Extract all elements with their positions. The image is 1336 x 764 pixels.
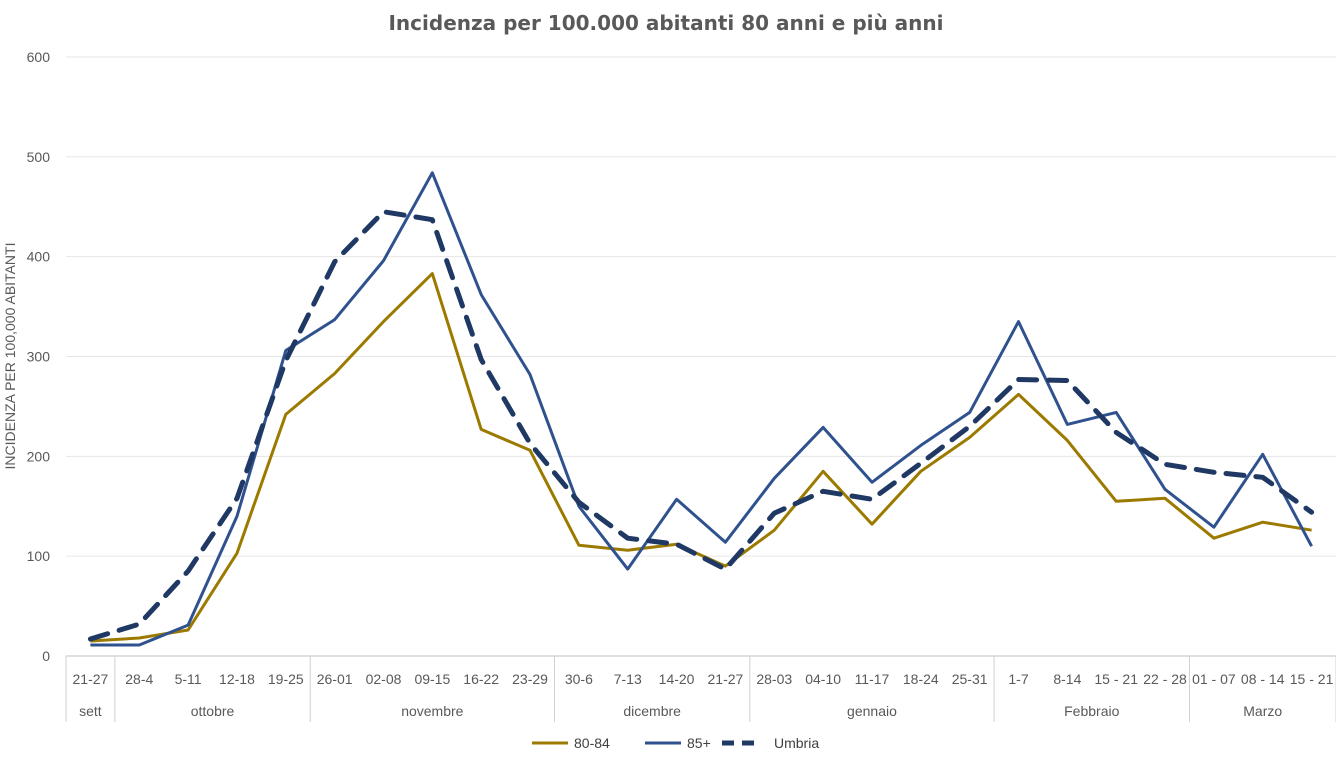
x-tick-label: 25-31 — [952, 671, 988, 687]
legend: 80-84 85+ Umbria — [532, 735, 819, 751]
x-tick-label: 12-18 — [219, 671, 255, 687]
x-tick-label: 21-27 — [73, 671, 109, 687]
x-tick-label: 26-01 — [317, 671, 353, 687]
x-tick-label: 16-22 — [463, 671, 499, 687]
x-tick-label: 8-14 — [1053, 671, 1081, 687]
x-tick-label: 19-25 — [268, 671, 304, 687]
x-tick-label: 5-11 — [175, 671, 202, 687]
y-tick-label: 500 — [27, 149, 51, 165]
x-tick-label: 15 - 21 — [1290, 671, 1334, 687]
x-tick-label: 18-24 — [903, 671, 939, 687]
month-label: sett — [79, 703, 102, 719]
x-tick-label: 22 - 28 — [1143, 671, 1187, 687]
month-label: ottobre — [191, 703, 235, 719]
month-label: Marzo — [1243, 703, 1282, 719]
x-tick-label: 21-27 — [708, 671, 744, 687]
legend-label: 80-84 — [574, 735, 610, 751]
month-label: Febbraio — [1064, 703, 1119, 719]
x-tick-label: 15 - 21 — [1094, 671, 1138, 687]
legend-label: 85+ — [687, 735, 711, 751]
x-tick-label: 23-29 — [512, 671, 548, 687]
x-tick-label: 02-08 — [366, 671, 402, 687]
x-tick-label: 28-03 — [756, 671, 792, 687]
y-tick-label: 600 — [27, 49, 51, 65]
y-tick-label: 400 — [27, 249, 51, 265]
series-line-1 — [90, 171, 1313, 647]
month-label: novembre — [401, 703, 463, 719]
x-tick-label: 08 - 14 — [1241, 671, 1285, 687]
x-tick-label: 7-13 — [614, 671, 642, 687]
x-tick-label: 28-4 — [125, 671, 153, 687]
x-tick-label: 09-15 — [414, 671, 450, 687]
legend-label: Umbria — [774, 735, 819, 751]
series-line-0 — [90, 272, 1312, 643]
month-label: gennaio — [847, 703, 897, 719]
series-line-2 — [87, 209, 1315, 642]
x-axis: 21-27 28-4 5-11 12-18 19-25 26-01 02-08 09-15 16… — [65, 655, 1336, 722]
y-tick-labels: 0 100 200 300 400 500 600 — [27, 49, 51, 664]
month-label: dicembre — [623, 703, 681, 719]
x-tick-label: 14-20 — [659, 671, 695, 687]
chart-title: Incidenza per 100.000 abitanti 80 anni e… — [388, 11, 943, 35]
x-tick-label: 04-10 — [805, 671, 841, 687]
y-tick-label: 300 — [27, 349, 51, 365]
y-tick-label: 200 — [27, 448, 51, 464]
series-lines — [87, 171, 1315, 647]
grid-lines — [66, 56, 1336, 557]
y-axis-label: INCIDENZA PER 100,000 ABITANTI — [2, 243, 18, 470]
y-tick-label: 100 — [27, 548, 51, 564]
x-tick-label: 01 - 07 — [1192, 671, 1236, 687]
x-tick-label: 1-7 — [1008, 671, 1028, 687]
x-tick-label: 30-6 — [565, 671, 593, 687]
y-tick-label: 0 — [42, 648, 50, 664]
x-tick-label: 11-17 — [855, 671, 890, 687]
